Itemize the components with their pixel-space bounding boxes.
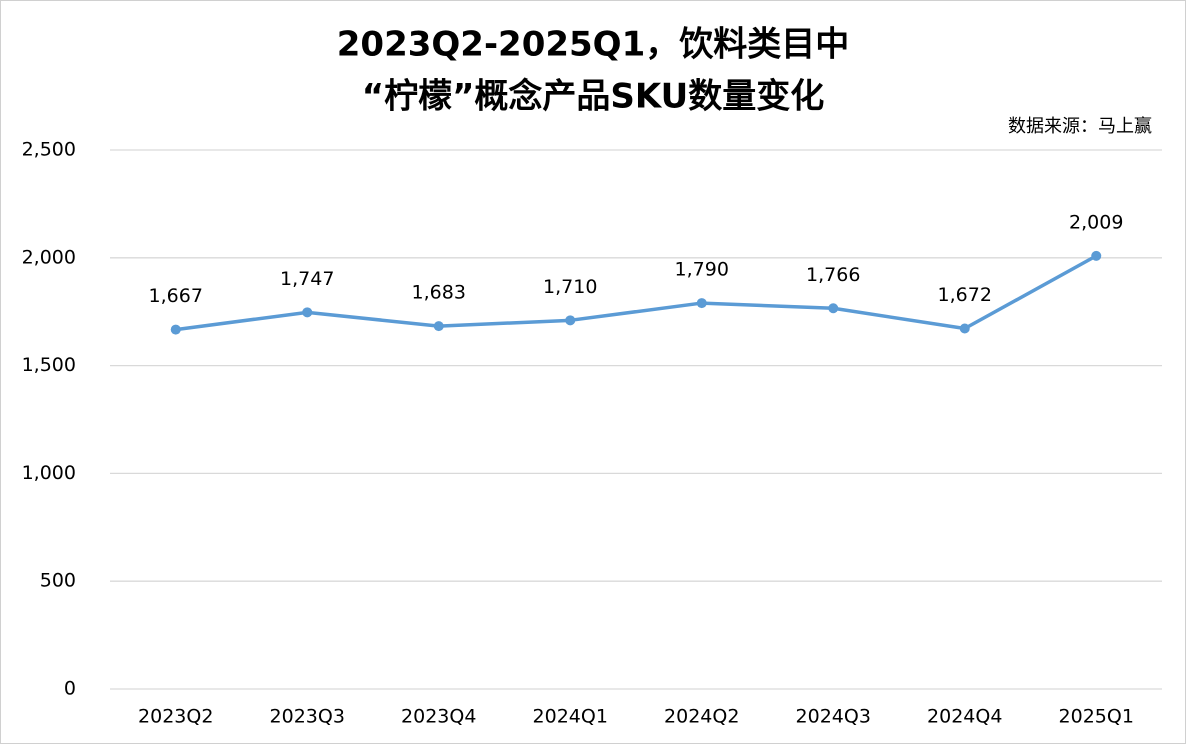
- data-label: 2,009: [1069, 211, 1123, 233]
- y-tick-label: 2,000: [22, 246, 76, 268]
- point: [433, 321, 444, 332]
- y-tick-label: 1,500: [22, 354, 76, 376]
- y-tick-label: 2,500: [22, 139, 76, 161]
- x-tick-label: 2023Q3: [270, 706, 345, 728]
- y-tick-label: 0: [64, 678, 76, 700]
- x-tick-label: 2024Q3: [796, 706, 871, 728]
- x-tick-label: 2023Q4: [401, 706, 476, 728]
- chart-title: 2023Q2-2025Q1，饮料类目中: [337, 25, 850, 65]
- x-tick-label: 2025Q1: [1059, 706, 1134, 728]
- x-tick-label: 2024Q1: [533, 706, 608, 728]
- point: [302, 307, 313, 318]
- data-label: 1,667: [149, 285, 203, 307]
- line: [175, 254, 1098, 332]
- x-tick-label: 2024Q4: [927, 706, 1002, 728]
- chart-title: “柠檬”概念产品SKU数量变化: [362, 77, 825, 117]
- point: [959, 323, 970, 334]
- source-note: 数据来源：马上赢: [1008, 115, 1152, 137]
- point: [1091, 250, 1102, 261]
- data-label: 1,683: [412, 282, 466, 304]
- data-label: 1,672: [938, 284, 992, 306]
- data-label: 1,747: [280, 268, 334, 290]
- point: [696, 298, 707, 309]
- y-tick-label: 1,000: [22, 462, 76, 484]
- point: [565, 315, 576, 326]
- data-label: 1,766: [806, 264, 860, 286]
- data-label: 1,710: [543, 276, 597, 298]
- x-tick-label: 2024Q2: [664, 706, 739, 728]
- x-tick-label: 2023Q2: [138, 706, 213, 728]
- data-label: 1,790: [675, 259, 729, 281]
- y-tick-label: 500: [40, 570, 76, 592]
- point: [828, 303, 839, 314]
- point: [170, 324, 181, 335]
